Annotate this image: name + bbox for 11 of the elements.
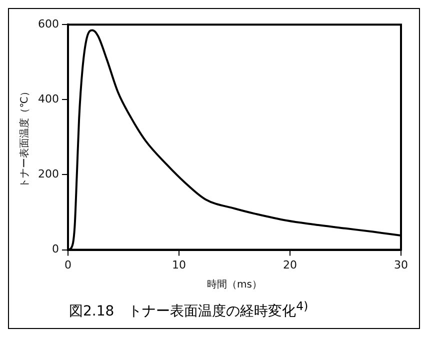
y-axis-title: トナー表面温度（℃） — [18, 86, 31, 188]
y-tick-label: 400 — [38, 92, 59, 106]
y-tick-label: 0 — [52, 242, 59, 256]
x-axis-title: 時間（ms） — [207, 278, 262, 291]
y-tick-label: 600 — [38, 17, 59, 30]
y-tick-label: 200 — [38, 168, 59, 181]
x-tick-label: 30 — [394, 258, 408, 272]
x-tick-label: 20 — [283, 258, 297, 272]
x-tick-label: 0 — [64, 258, 72, 272]
text: 図2.18 トナー表面温度の経時変化$^{4)}$ — [69, 299, 310, 321]
x-tick-label: 10 — [172, 258, 186, 272]
